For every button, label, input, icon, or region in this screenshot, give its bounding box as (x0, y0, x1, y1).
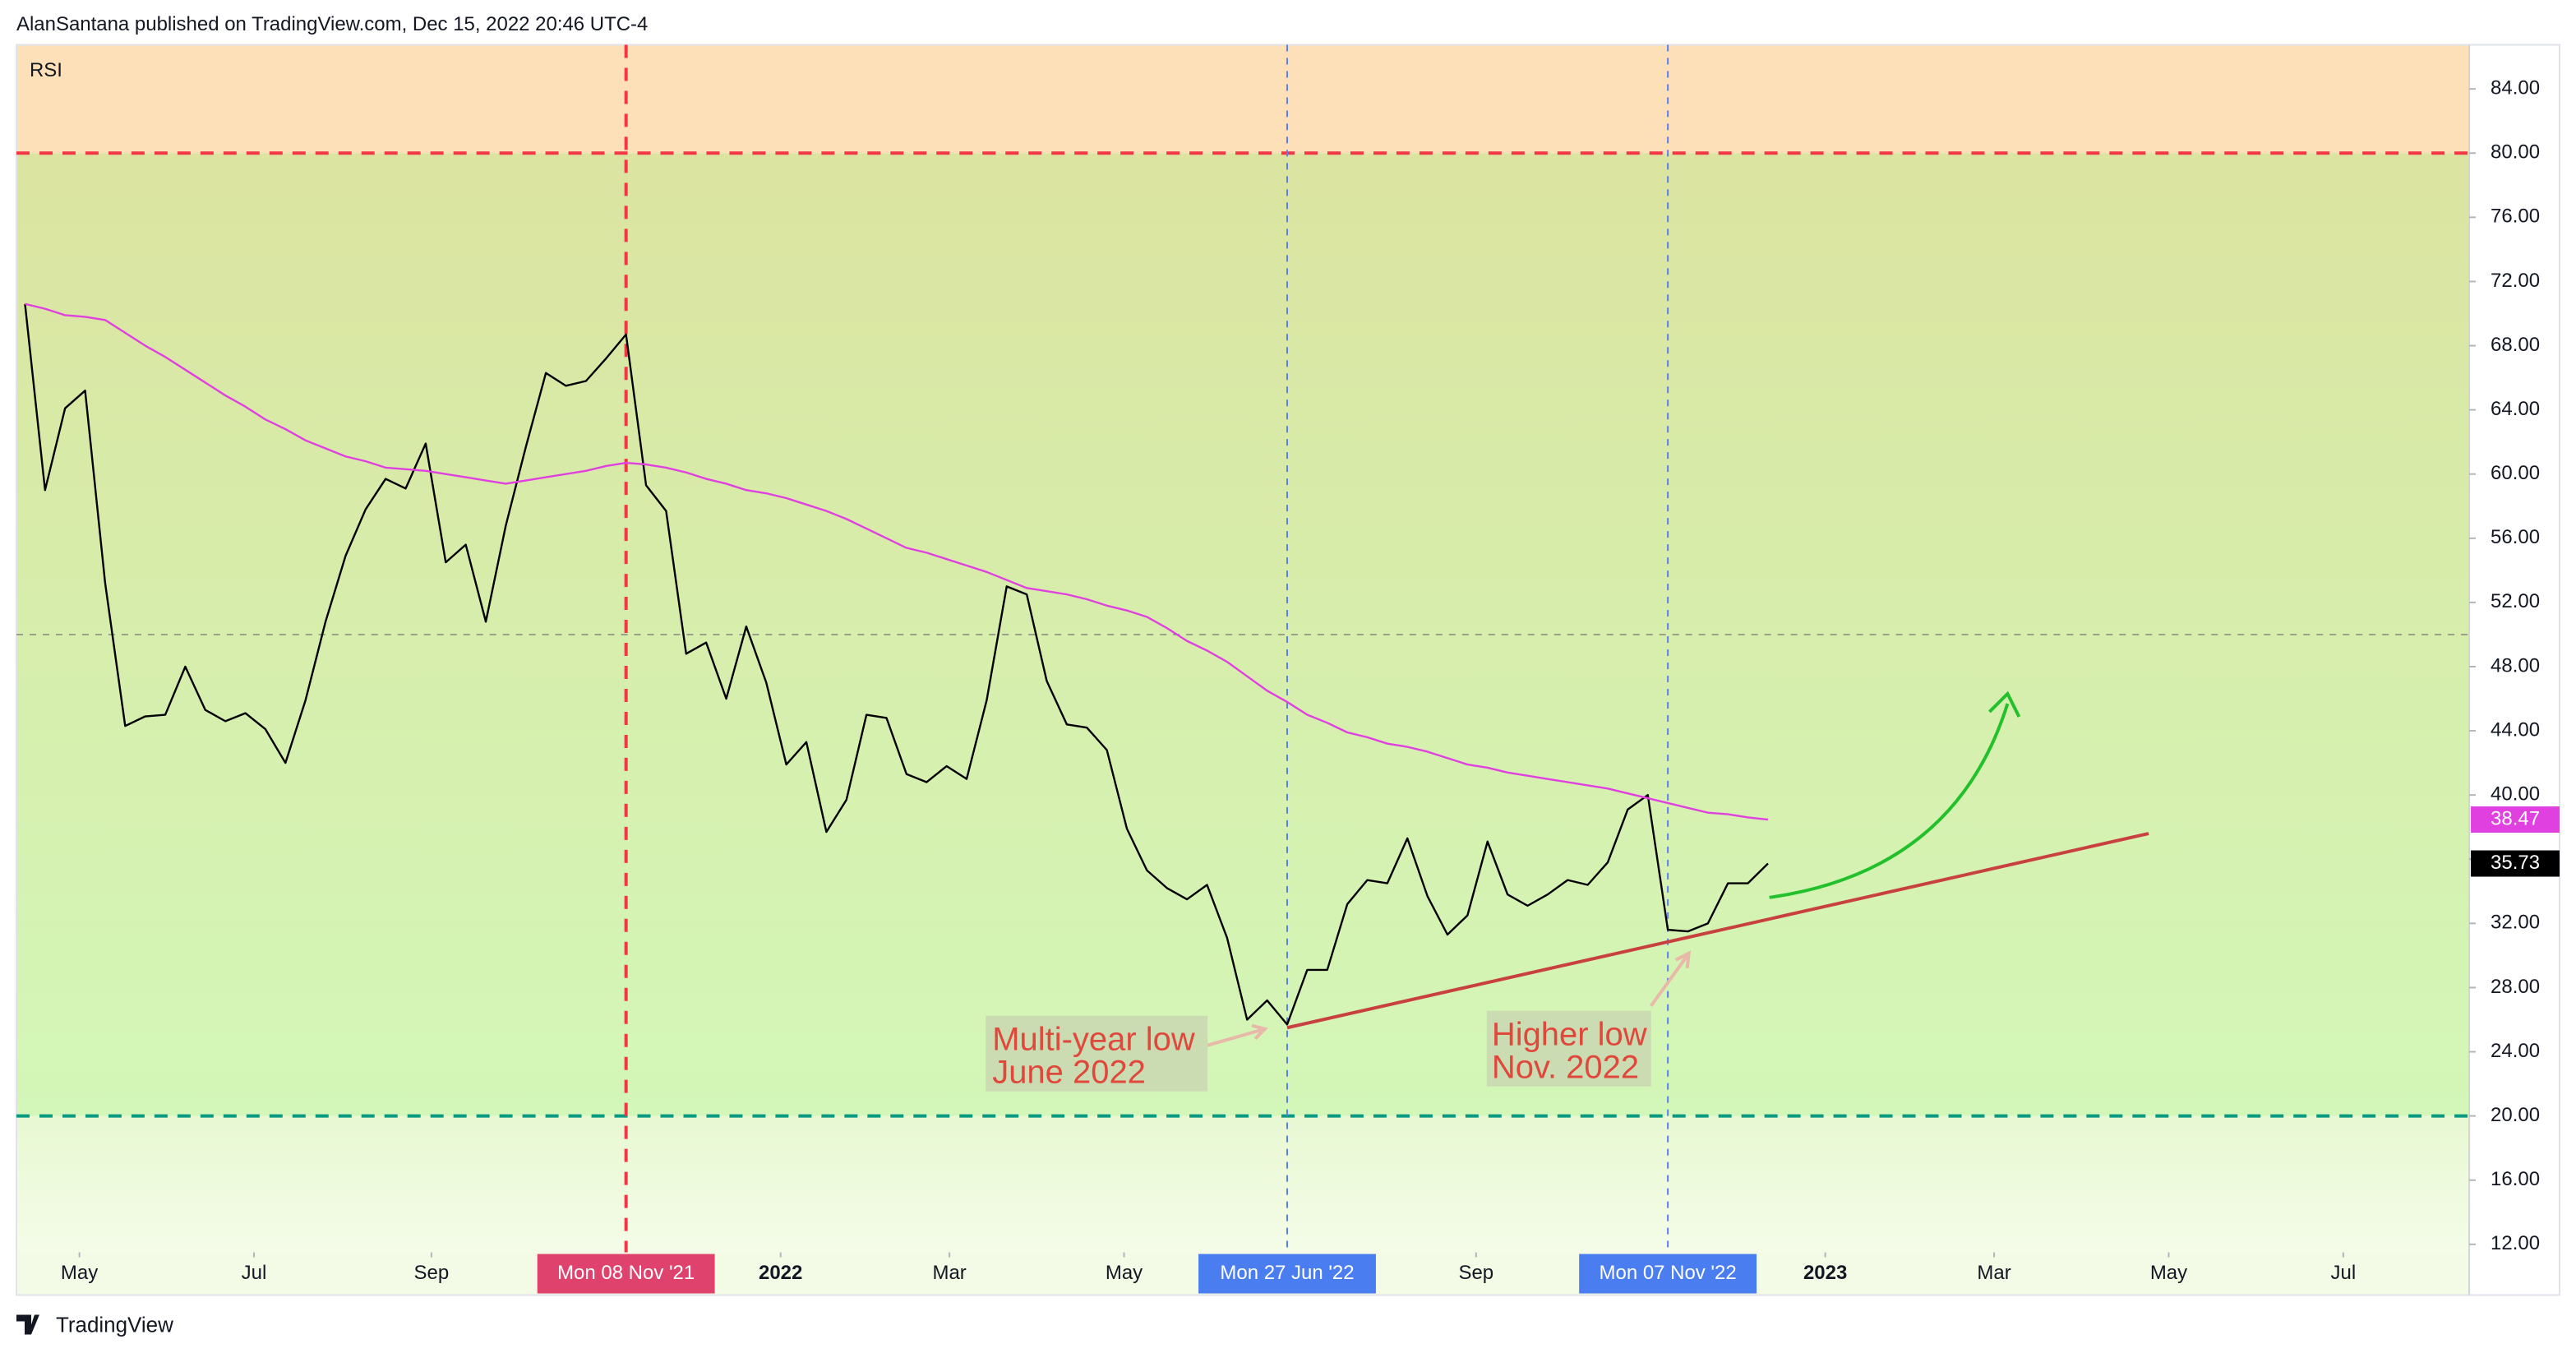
last-value-badge (2471, 806, 2560, 834)
footer: TradingView (16, 1312, 173, 1337)
y-tick-label: 68.00 (2491, 334, 2540, 356)
annotation-arrow (1207, 1023, 1268, 1047)
zone-overbought (16, 44, 2470, 154)
header-text: AlanSantana published on TradingView.com… (16, 13, 648, 35)
y-tick-label: 12.00 (2491, 1232, 2540, 1254)
marker-label: Mon 07 Nov '22 (1600, 1262, 1737, 1284)
brand-logo (16, 1314, 39, 1335)
y-tick-label: 60.00 (2491, 462, 2540, 484)
x-tick-label: May (2150, 1262, 2187, 1284)
x-tick-label: Jul (2331, 1262, 2357, 1284)
x-tick-label: 2023 (1803, 1262, 1847, 1284)
annotation-text: Higher low (1492, 1017, 1647, 1053)
annotation-text: Nov. 2022 (1492, 1050, 1639, 1086)
zone-oversold (16, 1115, 2470, 1253)
annotation-low: Multi-year low June 2022 (986, 1015, 1268, 1092)
y-tick-label: 20.00 (2491, 1104, 2540, 1126)
marker-label-bg (1579, 1254, 1757, 1294)
plot-area: 12.0016.0020.0024.0028.0032.0036.0040.00… (15, 44, 2561, 1296)
x-tick-label: Mar (1977, 1262, 2010, 1284)
brand-name: TradingView (56, 1312, 173, 1337)
y-tick-label: 56.00 (2491, 526, 2540, 548)
marker-label: Mon 27 Jun '22 (1220, 1262, 1354, 1284)
series-line (24, 303, 1769, 1026)
annotation-box (1486, 1010, 1651, 1087)
annotation-arrow (1650, 950, 1692, 1007)
trendline (1286, 832, 2149, 1030)
x-tick-label: May (61, 1262, 98, 1284)
y-tick-label: 80.00 (2491, 141, 2540, 164)
annotation-higher: Higher low Nov. 2022 (1486, 950, 1692, 1087)
annotation-text: Multi-year low (992, 1022, 1195, 1058)
y-tick-label: 76.00 (2491, 205, 2540, 228)
y-tick-label: 44.00 (2491, 718, 2540, 741)
x-tick-label: Mar (932, 1262, 966, 1284)
y-tick-label: 32.00 (2491, 912, 2540, 934)
y-tick-label: 48.00 (2491, 654, 2540, 676)
marker-label-bg (537, 1254, 715, 1294)
last-value-label: 35.73 (2491, 852, 2540, 874)
x-tick-label: May (1106, 1262, 1143, 1284)
y-tick-label: 28.00 (2491, 976, 2540, 998)
y-tick-label: 52.00 (2491, 590, 2540, 612)
chart-title: RSI (30, 59, 62, 81)
x-tick-label: Sep (414, 1262, 450, 1284)
marker-label-bg (1198, 1254, 1376, 1294)
y-tick-label: 40.00 (2491, 783, 2540, 805)
annotation-box (986, 1015, 1208, 1092)
x-tick-label: 2022 (759, 1262, 802, 1284)
last-value-label: 38.47 (2491, 807, 2540, 829)
x-tick-label: Sep (1458, 1262, 1493, 1284)
projection-arrow (1769, 690, 2021, 899)
y-tick-label: 72.00 (2491, 270, 2540, 292)
y-tick-label: 84.00 (2491, 77, 2540, 99)
y-tick-label: 16.00 (2491, 1168, 2540, 1190)
series-line (25, 302, 1769, 821)
y-tick-label: 64.00 (2491, 398, 2540, 420)
price-axis (2469, 44, 2560, 1295)
annotation-text: June 2022 (992, 1055, 1146, 1091)
y-tick-label: 24.00 (2491, 1040, 2540, 1062)
marker-label: Mon 08 Nov '21 (557, 1262, 695, 1284)
x-tick-label: Jul (242, 1262, 267, 1284)
last-value-badge (2471, 850, 2560, 877)
